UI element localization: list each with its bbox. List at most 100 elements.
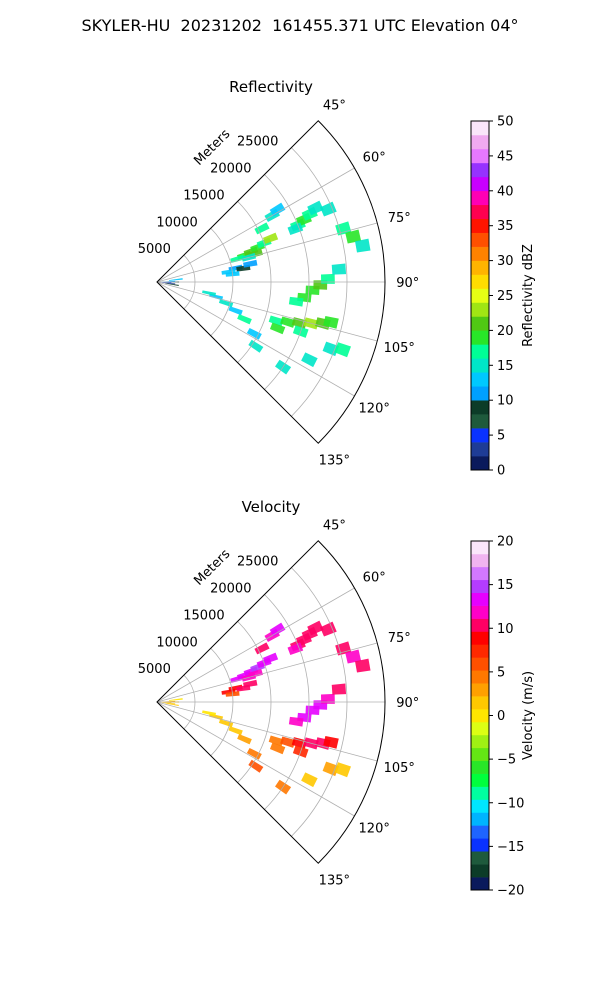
- colorbar-swatch: [471, 204, 489, 220]
- radial-gridline: [156, 281, 355, 397]
- angle-tick-label: 90°: [396, 696, 419, 711]
- colorbar-tick-label: 5: [497, 429, 505, 444]
- sector-frame: [156, 540, 386, 864]
- angle-tick-label: 120°: [359, 401, 390, 416]
- radar-cell: [269, 622, 286, 637]
- radar-cell: [262, 652, 279, 664]
- colorbar-swatch: [471, 414, 489, 429]
- radial-gridline: [156, 701, 378, 762]
- radar-cell: [246, 327, 262, 340]
- radar-cell: [345, 649, 362, 664]
- colorbar-swatch: [471, 670, 489, 684]
- radar-cell: [268, 735, 284, 747]
- radial-gridline: [156, 281, 378, 342]
- colorbar-swatch: [471, 358, 489, 373]
- radar-cell: [169, 278, 183, 281]
- colorbar-swatch: [471, 302, 489, 317]
- colorbar-swatch: [471, 760, 489, 774]
- colorbar-swatch: [471, 442, 489, 457]
- angle-tick-label: 60°: [363, 571, 386, 586]
- colorbar-tick-label: 50: [497, 115, 514, 130]
- radar-cell: [355, 238, 371, 253]
- radar-cell: [237, 314, 252, 325]
- colorbar-swatch: [471, 631, 489, 645]
- radar-cell: [287, 642, 304, 656]
- colorbar-swatch: [471, 747, 489, 762]
- colorbar-swatch: [471, 838, 489, 852]
- colorbar-swatch: [471, 553, 489, 568]
- colorbar-swatch: [471, 773, 489, 787]
- radar-cell: [280, 736, 296, 748]
- radar-cell: [246, 747, 262, 760]
- colorbar-swatch: [471, 330, 489, 345]
- radar-cell: [323, 735, 339, 749]
- radial-tick-label: 20000: [210, 162, 251, 177]
- radial-gridline: [156, 701, 355, 817]
- radar-cell: [237, 734, 252, 745]
- colorbar-swatch: [471, 134, 489, 150]
- radar-cell: [301, 352, 318, 368]
- colorbar-tick-label: 10: [497, 394, 514, 409]
- radar-cell: [269, 322, 286, 335]
- radial-tick-label: 20000: [210, 582, 251, 597]
- colorbar-swatch: [471, 683, 489, 697]
- colorbar-tick-label: −10: [497, 796, 524, 811]
- colorbar-tick-label: 20: [497, 535, 514, 550]
- radar-cell: [269, 742, 286, 755]
- colorbar: 0 5 10 15 20 25 30 35 40 45 50 Reflectivity dBZ: [470, 115, 536, 479]
- colorbar-swatch: [471, 260, 489, 275]
- colorbar-swatch: [471, 851, 489, 865]
- radar-cell: [334, 762, 351, 778]
- colorbar-tick-label: 45: [497, 149, 514, 164]
- radar-cell: [230, 254, 245, 263]
- colorbar-swatch: [471, 372, 489, 387]
- angle-tick-label: 105°: [384, 761, 415, 776]
- colorbar-tick-label: −20: [497, 884, 524, 899]
- radar-cell: [230, 674, 245, 683]
- radar-cell: [161, 702, 176, 705]
- colorbar-swatch: [471, 232, 489, 247]
- colorbar-swatch: [471, 592, 489, 606]
- radial-gridline: [156, 222, 378, 283]
- colorbar-swatch: [471, 176, 489, 192]
- radar-cell: [287, 222, 304, 236]
- colorbar-swatch: [471, 605, 489, 619]
- colorbar: −20 −15 −10 −5 0 5 10 15 20 Velocity (m/s): [470, 535, 536, 899]
- angle-tick-label: 90°: [396, 276, 419, 291]
- colorbar-tick-label: 0: [497, 464, 505, 479]
- radar-cell: [280, 316, 296, 328]
- radar-cell: [320, 273, 335, 284]
- radar-cell: [202, 290, 217, 297]
- colorbar-tick-label: 35: [497, 219, 514, 234]
- chart-title: Reflectivity: [229, 78, 313, 96]
- colorbar-swatch: [471, 825, 489, 839]
- colorbar-swatch: [471, 786, 489, 800]
- reflectivity-panel: Reflectivity45°60°75°90°105°120°135°5000…: [138, 78, 536, 479]
- radial-gridline: [156, 167, 355, 283]
- colorbar-swatch: [471, 386, 489, 401]
- radar-cell: [228, 306, 243, 316]
- radial-tick-label: 15000: [183, 608, 224, 623]
- radar-cell: [323, 315, 339, 329]
- radar-cell: [355, 658, 371, 673]
- colorbar-tick-label: 30: [497, 254, 514, 269]
- angle-tick-label: 120°: [359, 821, 390, 836]
- radar-cell: [269, 202, 286, 217]
- colorbar-tick-label: 15: [497, 359, 514, 374]
- radial-tick-label: 10000: [156, 635, 197, 650]
- radar-cell: [322, 341, 340, 357]
- colorbar-tick-label: 5: [497, 665, 505, 680]
- colorbar-swatch: [471, 274, 489, 289]
- angle-tick-label: 105°: [384, 341, 415, 356]
- sector-frame: [156, 120, 386, 444]
- colorbar-swatch: [471, 344, 489, 359]
- radial-tick-label: 15000: [183, 188, 224, 203]
- chart-title: Velocity: [242, 498, 301, 516]
- colorbar-swatch: [471, 864, 489, 878]
- radial-tick-label: 25000: [237, 135, 278, 150]
- colorbar-swatch: [471, 618, 489, 632]
- radar-cell: [228, 726, 243, 736]
- colorbar-swatch: [471, 812, 489, 826]
- radar-cell: [334, 342, 351, 358]
